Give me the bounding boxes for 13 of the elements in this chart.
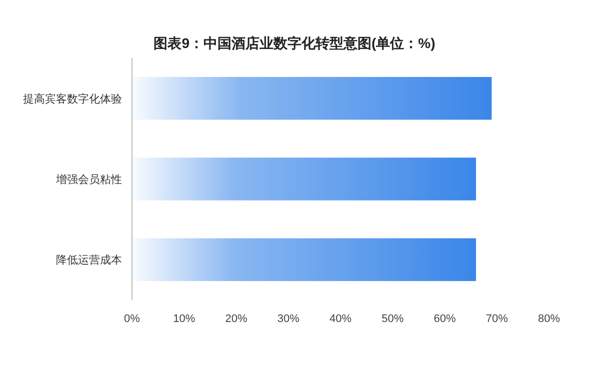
x-tick-label: 40% (329, 313, 352, 325)
y-tick-label: 提高宾客数字化体验 (23, 92, 122, 106)
x-tick-label: 0% (124, 313, 140, 325)
x-tick-label: 70% (486, 313, 508, 325)
x-tick-label: 10% (173, 313, 196, 325)
x-tick-label: 60% (434, 313, 456, 325)
chart-title: 图表9：中国酒店业数字化转型意图(单位：%) (154, 35, 436, 51)
x-tick-label: 80% (538, 313, 560, 325)
x-tick-label: 30% (277, 313, 300, 325)
x-tick-label: 50% (382, 313, 404, 325)
x-tick-label: 20% (225, 313, 248, 325)
y-tick-label: 增强会员粘性 (55, 174, 122, 186)
y-tick-label: 降低运营成本 (56, 254, 122, 267)
